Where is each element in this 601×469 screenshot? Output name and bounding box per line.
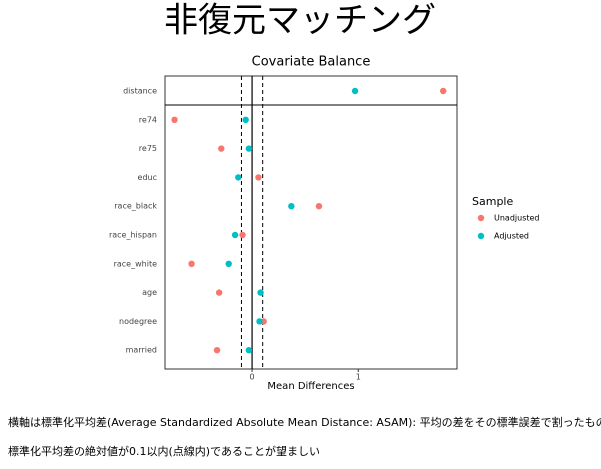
y-tick-label: re75 bbox=[139, 144, 157, 153]
y-tick-label: nodegree bbox=[119, 317, 157, 326]
legend-title: Sample bbox=[472, 195, 513, 208]
y-tick-label: distance bbox=[123, 87, 157, 96]
dot bbox=[256, 318, 263, 325]
note: 標準化平均差の絶対値が0.1以内(点線内)であることが望ましい bbox=[8, 444, 320, 458]
dot bbox=[215, 289, 223, 296]
y-tick-label: age bbox=[142, 288, 157, 297]
y-tick-label: race_hispan bbox=[109, 231, 157, 240]
dot bbox=[245, 347, 253, 354]
dot bbox=[231, 231, 239, 239]
dot bbox=[235, 174, 242, 181]
x-tick-label: 1 bbox=[356, 373, 361, 382]
legend-marker bbox=[477, 214, 485, 222]
dot bbox=[188, 260, 195, 267]
dot bbox=[218, 145, 225, 152]
y-tick-label: race_black bbox=[114, 202, 157, 211]
plot-panel bbox=[164, 75, 458, 370]
y-tick-label: re74 bbox=[139, 115, 157, 124]
y-tick-label: race_white bbox=[114, 259, 157, 268]
x-axis-label: Mean Differences bbox=[267, 381, 354, 392]
dot bbox=[245, 145, 253, 152]
dot bbox=[213, 347, 221, 354]
dot bbox=[288, 203, 295, 210]
legend-label: Unadjusted bbox=[494, 214, 540, 223]
y-tick-label: married bbox=[126, 346, 157, 355]
dot bbox=[225, 260, 232, 267]
x-tick-label: 0 bbox=[250, 373, 255, 382]
note: 横軸は標準化平均差(Average Standardized Absolute … bbox=[8, 415, 601, 429]
y-tick-label: educ bbox=[138, 173, 157, 182]
dot bbox=[171, 116, 178, 124]
slide-title: 非復元マッチング bbox=[164, 1, 436, 41]
legend-marker bbox=[477, 232, 485, 240]
dot bbox=[257, 289, 264, 296]
dot bbox=[351, 87, 359, 95]
dot bbox=[242, 116, 249, 124]
dot bbox=[315, 203, 323, 210]
chart-title: Covariate Balance bbox=[252, 55, 371, 70]
dot bbox=[439, 87, 447, 95]
dot bbox=[239, 231, 246, 239]
dot bbox=[255, 174, 262, 181]
legend-label: Adjusted bbox=[494, 232, 529, 241]
